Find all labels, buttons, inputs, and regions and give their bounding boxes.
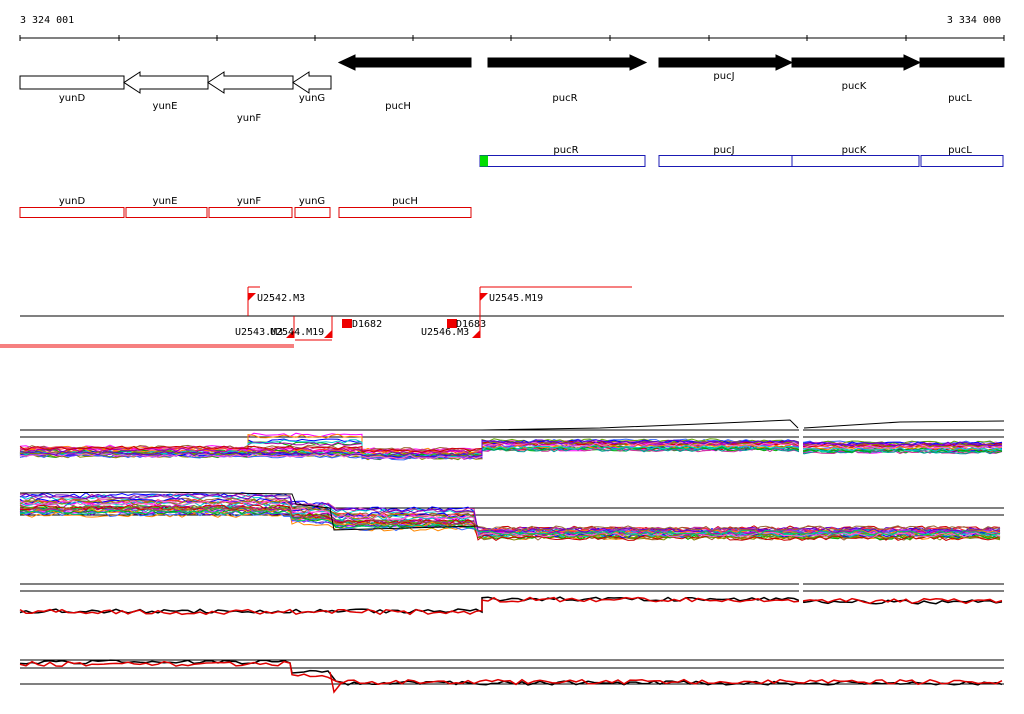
gene-arrow-pucR[interactable]: pucR [487,54,648,104]
ruler-end-label: 3 334 000 [947,15,1001,26]
feature-marks: U2542.M3 U2545.M19 D1682 D1683 U2543.M3U2544… [0,286,632,348]
gene-arrow-pucK[interactable]: pucK [791,54,922,92]
reverse-box-label: yunD [59,196,86,207]
gene-label: yunE [153,101,178,112]
gene-label: yunG [299,93,325,104]
gene-arrow-yunD[interactable]: yunD [19,75,125,104]
gene-annotation-track: yunD yunE yunF yunG pucH pucR pucJ pucK pucL [19,54,1005,124]
gene-label: pucL [948,93,972,104]
gene-label: pucK [842,81,867,92]
feature-U2546.M3[interactable]: U2546.M3 [421,316,481,338]
gene-label: pucJ [713,71,734,82]
forward-box-pucJ[interactable]: pucJ [658,145,793,167]
profile-track-2 [19,491,1004,541]
forward-box-label: pucR [553,145,578,156]
gene-label: pucR [552,93,577,104]
feature-U2544.M19[interactable]: U2544.M19 [270,316,333,341]
profile-track-3 [19,578,1004,618]
start-marker [480,155,488,167]
feature-D1682[interactable]: D1682 [342,319,382,330]
reverse-box-yunE[interactable]: yunE [125,196,208,218]
reverse-box-label: yunE [153,196,178,207]
feature-label: U2546.M3 [421,327,469,338]
gene-arrow-pucJ[interactable]: pucJ [658,54,794,82]
gene-arrow-yunG[interactable]: yunG [292,71,332,104]
feature-U2545.M19[interactable]: U2545.M19 [479,286,632,316]
feature-label: U2542.M3 [257,293,305,304]
forward-box-pucL[interactable]: pucL [920,145,1004,167]
gene-arrow-yunF[interactable]: yunF [207,71,294,124]
feature-D1683[interactable]: D1683 [447,319,486,330]
reverse-box-label: pucH [392,196,418,207]
feature-label: U2545.M19 [489,293,543,304]
ruler-start-label: 3 324 001 [20,15,74,26]
feature-U2543.M3[interactable]: U2543.M3 [0,316,295,346]
profile-track-4 [19,659,1004,694]
reverse-box-label: yunG [299,196,325,207]
forward-box-label: pucJ [713,145,734,156]
reverse-box-yunF[interactable]: yunF [208,196,293,218]
reverse-box-yunG[interactable]: yunG [294,196,331,218]
forward-strand-track: pucR pucJ pucK pucL [479,145,1004,167]
ruler-ticks [19,35,1005,41]
gene-label: yunD [59,93,86,104]
feature-U2542.M3[interactable]: U2542.M3 [247,286,305,316]
feature-label: U2544.M19 [270,327,324,338]
forward-box-label: pucK [842,145,867,156]
feature-label: D1682 [352,319,382,330]
forward-box-label: pucL [948,145,972,156]
feature-track: U2542.M3 U2545.M19 D1682 D1683 U2543.M3U2544… [0,286,1004,348]
profile-track-1 [19,415,1005,465]
feature-label: D1683 [456,319,486,330]
feature-label: U2543.M3 [235,327,283,338]
gene-arrow-pucH[interactable]: pucH [337,54,472,112]
gene-arrow-pucL[interactable]: pucL [919,57,1005,104]
reverse-box-yunD[interactable]: yunD [19,196,125,218]
reverse-box-label: yunF [237,196,262,207]
coordinate-ruler: 3 324 001 3 334 000 [19,15,1005,41]
forward-box-pucR[interactable]: pucR [479,145,646,167]
reverse-strand-track: yunD yunE yunF yunG pucH [19,196,472,218]
reverse-box-pucH[interactable]: pucH [338,196,472,218]
gene-label: yunF [237,113,262,124]
gene-label: pucH [385,101,411,112]
forward-box-pucK[interactable]: pucK [791,145,920,167]
gene-arrow-yunE[interactable]: yunE [123,71,209,112]
expression-profile-tracks [19,415,1005,694]
